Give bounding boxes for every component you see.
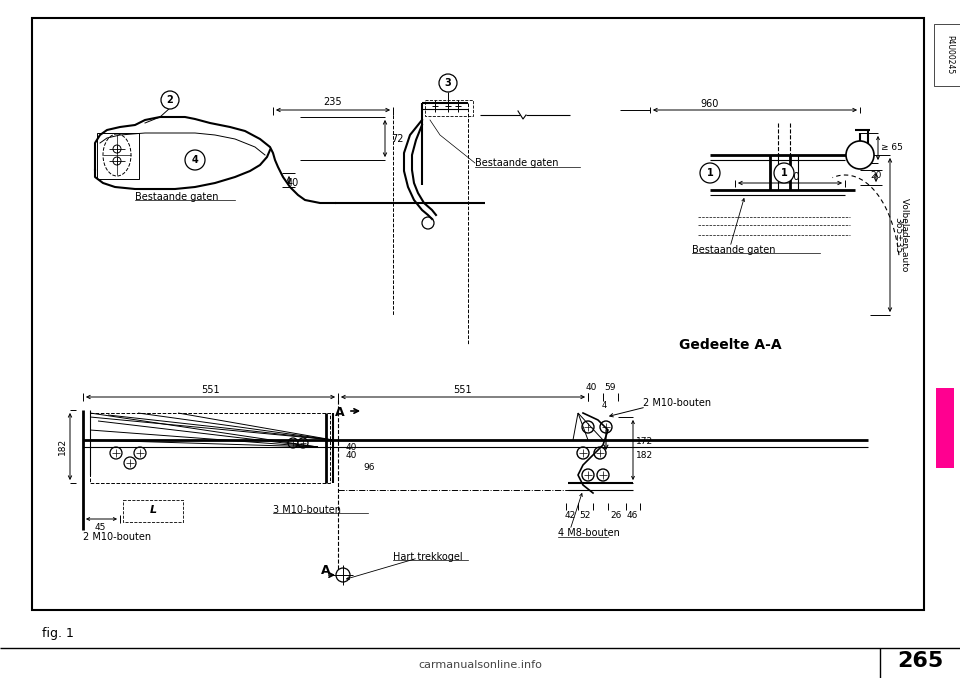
Text: 40: 40 [346, 443, 357, 452]
Bar [425, 100, 473, 116]
Circle shape [594, 447, 606, 459]
Text: 172: 172 [636, 437, 653, 447]
Text: 45: 45 [94, 523, 106, 532]
Text: Gedeelte A-A: Gedeelte A-A [679, 338, 781, 352]
Circle shape [298, 438, 308, 448]
Text: 40: 40 [346, 450, 357, 460]
Text: 2 M10-bouten: 2 M10-bouten [643, 398, 711, 408]
Circle shape [185, 150, 205, 170]
Text: 4: 4 [192, 155, 199, 165]
Text: 182: 182 [58, 438, 66, 455]
Bar [123, 500, 183, 522]
Circle shape [600, 421, 612, 433]
Text: fig. 1: fig. 1 [42, 626, 74, 639]
Circle shape [124, 457, 136, 469]
Circle shape [134, 447, 146, 459]
Text: Hart trekkogel: Hart trekkogel [393, 552, 463, 562]
Text: 3: 3 [444, 78, 451, 88]
Circle shape [597, 469, 609, 481]
Text: Bestaande gaten: Bestaande gaten [692, 245, 776, 255]
Text: 1: 1 [780, 168, 787, 178]
Circle shape [774, 163, 794, 183]
Text: 265: 265 [897, 651, 943, 671]
Bar [32, 18, 924, 610]
Text: 40: 40 [287, 178, 300, 188]
Text: carmanualsonline.info: carmanualsonline.info [418, 660, 542, 670]
Circle shape [288, 438, 298, 448]
Text: P4U00245: P4U00245 [946, 35, 954, 75]
Text: 52: 52 [579, 511, 590, 519]
Text: 2: 2 [167, 95, 174, 105]
Text: 46: 46 [626, 511, 637, 519]
Text: Volbeladen auto: Volbeladen auto [900, 198, 908, 272]
Text: 20: 20 [870, 170, 881, 180]
Text: 59: 59 [604, 382, 615, 391]
Text: 1: 1 [707, 168, 713, 178]
Circle shape [700, 163, 720, 183]
Circle shape [336, 568, 350, 582]
Text: 4 M8-bouten: 4 M8-bouten [558, 528, 620, 538]
Circle shape [577, 447, 589, 459]
Circle shape [439, 74, 457, 92]
Text: 2 M10-bouten: 2 M10-bouten [83, 532, 151, 542]
Circle shape [846, 141, 874, 169]
Text: 365±35: 365±35 [893, 217, 902, 253]
Text: 26: 26 [611, 511, 622, 519]
Text: 72: 72 [391, 134, 403, 144]
Text: Bestaande gaten: Bestaande gaten [475, 158, 559, 168]
Bar [97, 133, 139, 179]
Text: Bestaande gaten: Bestaande gaten [135, 192, 219, 202]
Bar [90, 413, 330, 483]
Circle shape [582, 421, 594, 433]
Text: 960: 960 [701, 99, 719, 109]
Text: 42: 42 [564, 511, 576, 519]
Circle shape [110, 447, 122, 459]
Text: 4: 4 [601, 401, 607, 410]
Text: 551: 551 [454, 385, 472, 395]
Text: 235: 235 [324, 97, 343, 107]
Text: 40: 40 [586, 382, 597, 391]
Circle shape [161, 91, 179, 109]
Circle shape [582, 469, 594, 481]
Text: A: A [335, 407, 345, 420]
Text: A: A [322, 563, 331, 576]
Text: 3 M10-bouten: 3 M10-bouten [273, 505, 341, 515]
Text: 182: 182 [636, 450, 653, 460]
Text: L: L [150, 505, 156, 515]
Bar [936, 388, 954, 468]
Text: 551: 551 [202, 385, 220, 395]
Text: 290: 290 [780, 172, 800, 182]
Text: ≥ 65: ≥ 65 [881, 144, 902, 153]
Text: 96: 96 [363, 462, 374, 471]
